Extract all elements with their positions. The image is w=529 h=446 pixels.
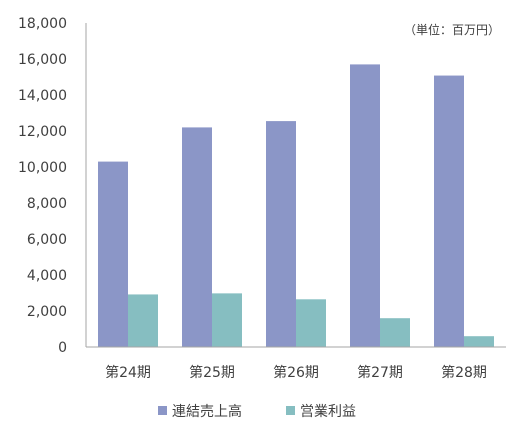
bar-operating-profit-4 <box>380 318 410 347</box>
legend-swatch-2 <box>286 406 295 415</box>
y-tick-label: 14,000 <box>18 88 67 104</box>
legend-swatch-1 <box>158 406 167 415</box>
y-tick-label: 2,000 <box>27 304 67 320</box>
unit-label: （単位：百万円） <box>404 22 500 37</box>
x-tick-label: 第24期 <box>105 364 151 381</box>
y-axis: 0 2,000 4,000 6,000 8,000 10,000 12,000 14,000 1… <box>18 16 87 356</box>
legend-label-1: 連結売上高 <box>172 403 242 420</box>
bars <box>98 64 494 348</box>
bar-sales-3 <box>266 121 296 347</box>
x-tick-label: 第27期 <box>357 364 403 381</box>
y-tick-label: 0 <box>58 340 67 356</box>
legend-label-2: 営業利益 <box>300 404 356 420</box>
x-tick-label: 第26期 <box>273 364 319 381</box>
y-tick-label: 10,000 <box>18 160 67 176</box>
bar-sales-4 <box>350 64 380 348</box>
y-tick-label: 16,000 <box>18 52 67 68</box>
bar-sales-5 <box>434 75 464 347</box>
y-tick-label: 6,000 <box>27 232 67 248</box>
y-tick-label: 18,000 <box>18 16 67 32</box>
bar-sales-1 <box>98 161 128 347</box>
x-axis: 第24期 第25期 第26期 第27期 第28期 <box>86 346 506 381</box>
legend: 連結売上高 営業利益 <box>158 403 356 420</box>
bar-operating-profit-1 <box>128 294 158 347</box>
x-tick-label: 第28期 <box>441 364 487 381</box>
x-tick-label: 第25期 <box>189 364 235 381</box>
bar-operating-profit-2 <box>212 293 242 347</box>
y-tick-label: 12,000 <box>18 124 67 140</box>
bar-operating-profit-3 <box>296 299 326 347</box>
bar-sales-2 <box>182 127 212 348</box>
bar-operating-profit-5 <box>464 336 494 347</box>
y-tick-label: 4,000 <box>27 268 67 284</box>
y-tick-label: 8,000 <box>27 196 67 212</box>
